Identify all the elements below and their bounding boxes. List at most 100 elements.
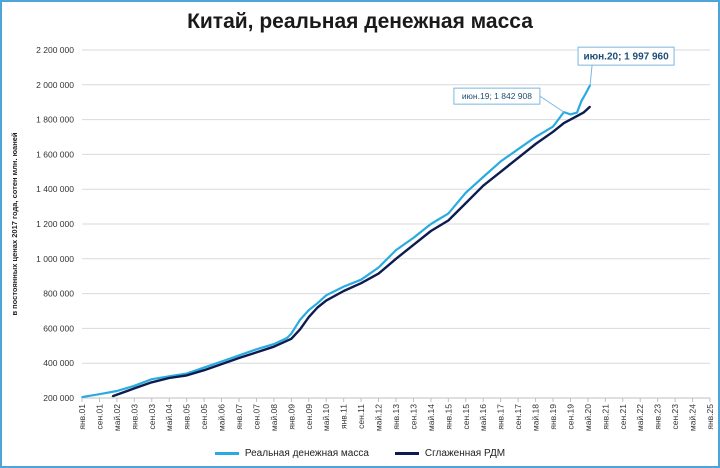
x-tick-label: янв.17 bbox=[496, 404, 506, 430]
x-tick-label: май.12 bbox=[374, 404, 384, 431]
data-point-raw bbox=[584, 92, 587, 95]
x-tick-label: янв.01 bbox=[77, 404, 87, 430]
y-tick-label: 200 000 bbox=[43, 393, 74, 403]
data-point-smooth bbox=[133, 387, 136, 390]
x-tick-label: май.18 bbox=[531, 404, 541, 431]
x-tick-label: май.14 bbox=[426, 404, 436, 431]
data-point-raw bbox=[482, 176, 485, 178]
chart-title: Китай, реальная денежная масса bbox=[187, 10, 533, 33]
data-point-raw bbox=[342, 285, 345, 288]
data-point-raw bbox=[517, 148, 519, 150]
x-tick-label: янв.13 bbox=[391, 404, 401, 430]
y-tick-label: 600 000 bbox=[43, 323, 74, 333]
x-tick-label: сен.19 bbox=[565, 404, 575, 430]
x-tick-label: янв.05 bbox=[182, 404, 192, 430]
data-point-smooth bbox=[185, 374, 188, 377]
data-point-smooth bbox=[238, 357, 240, 359]
x-tick-label: янв.11 bbox=[339, 404, 349, 429]
data-point-raw bbox=[290, 332, 293, 335]
y-tick-label: 2 200 000 bbox=[36, 45, 74, 55]
data-point-raw bbox=[464, 191, 467, 194]
x-tick-label: янв.09 bbox=[286, 404, 296, 430]
x-tick-label: янв.19 bbox=[548, 404, 558, 430]
data-point-smooth bbox=[499, 171, 502, 173]
series-line-raw bbox=[81, 84, 592, 399]
y-tick-label: 2 000 000 bbox=[36, 80, 74, 90]
data-point-raw bbox=[203, 366, 205, 369]
annotation-label: июн.19; 1 842 908 bbox=[462, 91, 532, 101]
data-point-raw bbox=[430, 223, 432, 225]
data-point-raw bbox=[273, 343, 275, 345]
annotation-box bbox=[453, 87, 541, 105]
data-point-raw bbox=[286, 337, 288, 339]
x-tick-label: май.08 bbox=[269, 404, 279, 431]
x-tick-label: сен.11 bbox=[356, 404, 366, 429]
data-point-smooth bbox=[342, 290, 345, 292]
data-point-smooth bbox=[582, 111, 585, 114]
data-point-smooth bbox=[150, 381, 153, 384]
legend-label-smooth: Сглаженная РДМ bbox=[424, 448, 506, 459]
y-tick-label: 1 200 000 bbox=[36, 219, 74, 229]
annotation-leader bbox=[539, 95, 565, 113]
x-tick-label: сен.09 bbox=[304, 404, 314, 430]
data-point-raw bbox=[307, 309, 310, 311]
data-point-raw bbox=[255, 348, 258, 351]
data-point-raw bbox=[220, 360, 223, 363]
data-point-smooth bbox=[220, 363, 223, 365]
line-chart: 200 000 400 000 600 000 800 000 1 000 000 1 2… bbox=[36, 45, 715, 431]
data-point-raw bbox=[81, 396, 83, 398]
data-point-raw bbox=[133, 385, 136, 387]
legend: Реальная денежная масса Сглаженная РДМ bbox=[2, 448, 718, 459]
data-point-smooth bbox=[464, 202, 467, 204]
data-point-smooth bbox=[430, 230, 432, 232]
data-point-raw bbox=[534, 136, 537, 138]
data-point-raw bbox=[412, 237, 415, 239]
x-tick-label: янв.15 bbox=[443, 404, 453, 430]
annotation-box bbox=[577, 46, 675, 66]
x-tick-label: янв.07 bbox=[234, 404, 244, 430]
x-tick-label: май.22 bbox=[635, 404, 645, 431]
x-tick-label: сен.21 bbox=[618, 404, 628, 430]
legend-label-raw: Реальная денежная масса bbox=[244, 448, 369, 459]
x-tick-label: май.04 bbox=[164, 404, 174, 431]
data-point-raw bbox=[150, 378, 153, 381]
y-tick-label: 400 000 bbox=[43, 358, 74, 368]
x-tick-label: май.06 bbox=[217, 404, 227, 431]
x-tick-label: май.02 bbox=[112, 404, 122, 431]
data-point-raw bbox=[98, 393, 101, 395]
data-point-smooth bbox=[447, 219, 450, 222]
data-point-raw bbox=[569, 113, 572, 116]
data-point-raw bbox=[238, 354, 240, 357]
y-tick-label: 1 000 000 bbox=[36, 254, 74, 264]
data-point-raw bbox=[360, 278, 362, 281]
data-point-raw bbox=[447, 212, 450, 215]
data-point-smooth bbox=[360, 282, 362, 284]
data-point-raw bbox=[299, 318, 301, 321]
x-tick-label: сен.07 bbox=[251, 404, 261, 430]
data-point-raw bbox=[377, 266, 380, 269]
x-tick-label: сен.03 bbox=[147, 404, 157, 430]
data-point-smooth bbox=[290, 338, 293, 340]
x-tick-label: сен.23 bbox=[670, 404, 680, 430]
data-point-raw bbox=[576, 111, 578, 114]
data-point-raw bbox=[499, 160, 502, 163]
data-point-smooth bbox=[316, 306, 319, 309]
data-point-raw bbox=[325, 294, 328, 297]
data-point-smooth bbox=[377, 272, 380, 275]
annotation-leader bbox=[589, 65, 593, 86]
x-tick-label: сен.15 bbox=[461, 404, 471, 430]
x-tick-label: май.20 bbox=[583, 404, 593, 431]
data-point-smooth bbox=[589, 105, 591, 108]
data-point-smooth bbox=[168, 377, 171, 379]
data-point-smooth bbox=[325, 299, 328, 302]
legend-swatch-raw bbox=[214, 452, 239, 455]
data-point-smooth bbox=[255, 351, 258, 354]
data-point-raw bbox=[395, 249, 397, 251]
series-line-smooth bbox=[112, 105, 591, 398]
data-point-smooth bbox=[307, 316, 310, 318]
data-point-smooth bbox=[273, 345, 275, 348]
data-point-smooth bbox=[552, 130, 554, 133]
data-point-smooth bbox=[395, 258, 397, 260]
data-point-raw bbox=[552, 125, 554, 128]
y-tick-label: 1 600 000 bbox=[36, 149, 74, 159]
